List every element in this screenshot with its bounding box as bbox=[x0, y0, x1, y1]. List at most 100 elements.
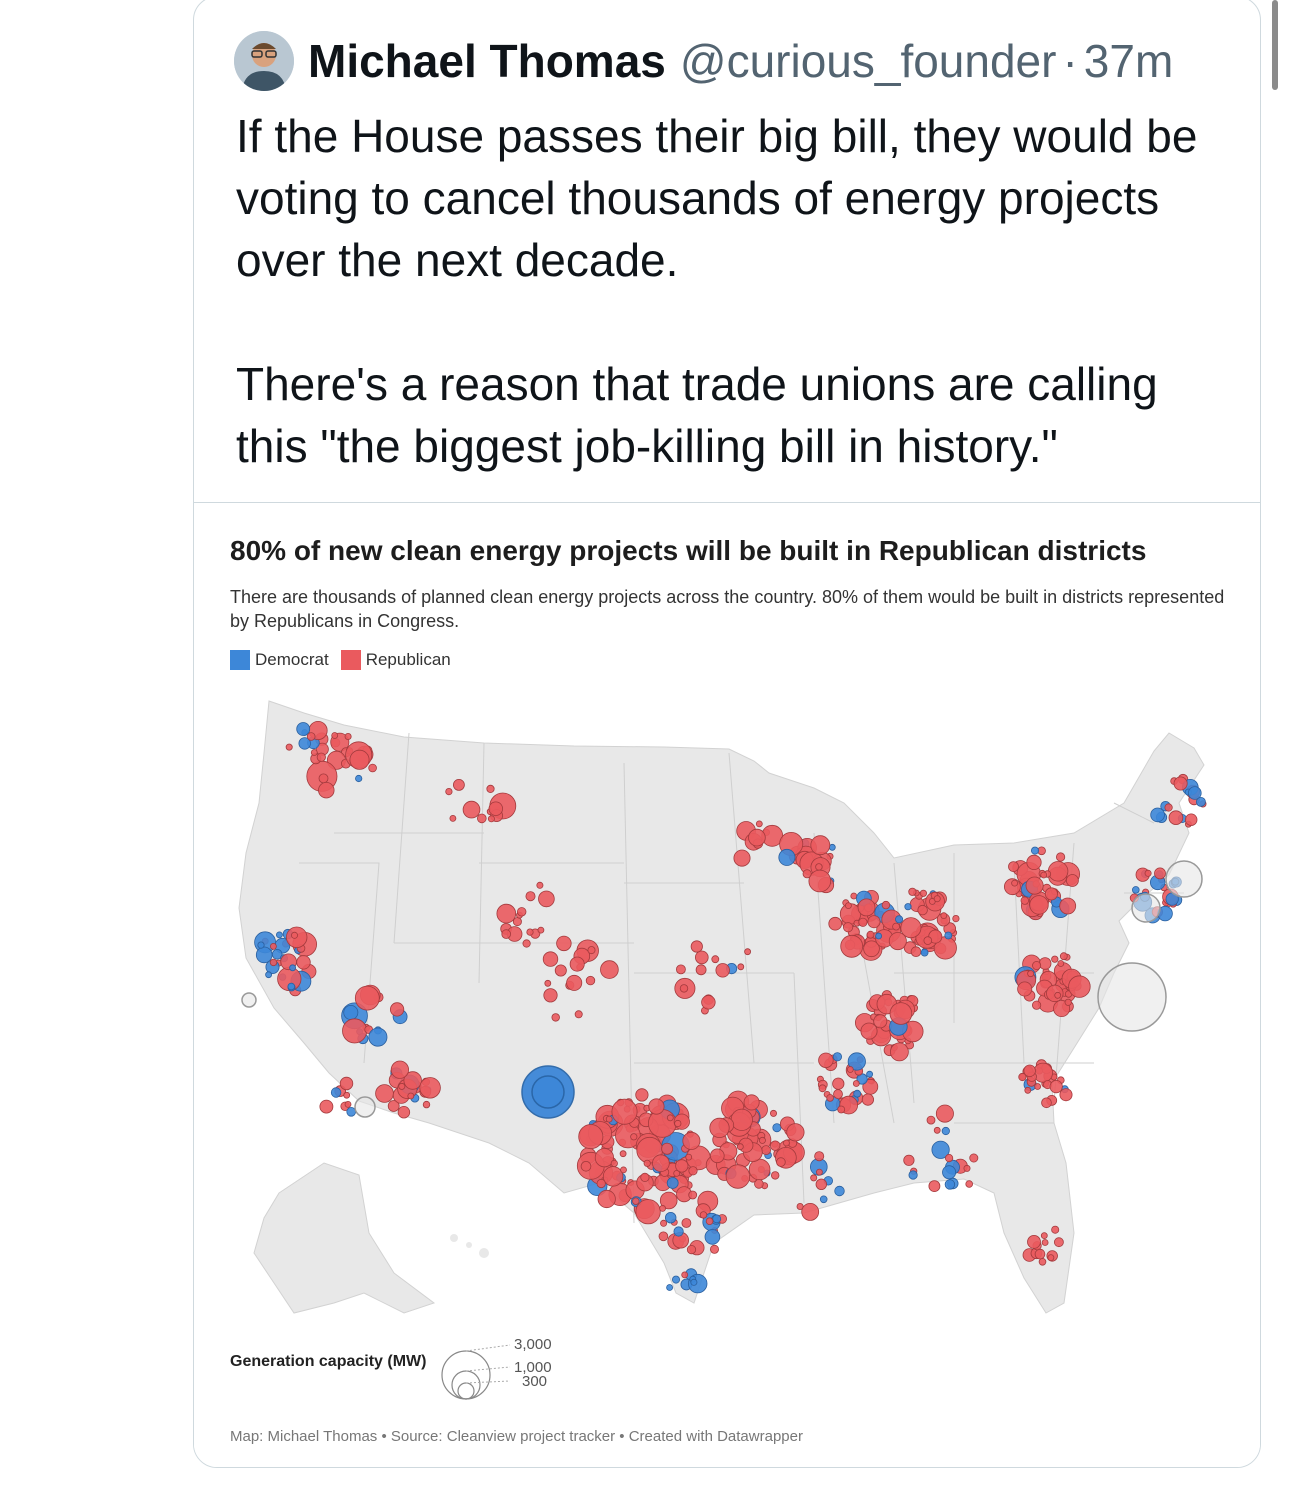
project-bubble-republican bbox=[840, 934, 864, 958]
project-bubble-republican bbox=[630, 1133, 638, 1141]
project-bubble-republican bbox=[935, 1104, 954, 1123]
project-bubble-republican bbox=[776, 1157, 786, 1167]
project-bubble-republican bbox=[587, 946, 596, 955]
size-legend: Generation capacity (MW) 3,000 1,000 300 bbox=[230, 1333, 630, 1403]
project-bubble-republican bbox=[445, 787, 453, 796]
project-bubble-democrat bbox=[296, 722, 311, 736]
project-bubble-republican bbox=[1027, 1235, 1041, 1249]
project-bubble-republican bbox=[661, 1142, 674, 1155]
project-bubble-republican bbox=[569, 956, 585, 972]
project-bubble-democrat bbox=[778, 848, 796, 866]
tweet-media-map[interactable]: 80% of new clean energy projects will be… bbox=[194, 502, 1260, 1467]
project-bubble-republican bbox=[730, 1108, 753, 1131]
size-legend-value-1000: 1,000 bbox=[514, 1359, 552, 1376]
project-bubble-republican bbox=[705, 1217, 714, 1225]
project-bubble-republican bbox=[737, 963, 745, 971]
project-bubbles bbox=[254, 720, 1207, 1294]
project-bubble-democrat bbox=[847, 1052, 866, 1071]
project-bubble-republican bbox=[543, 988, 558, 1003]
project-bubble-republican bbox=[1059, 952, 1068, 961]
project-bubble-democrat bbox=[828, 843, 836, 851]
project-bubble-republican bbox=[398, 1082, 406, 1090]
project-bubble-republican bbox=[1049, 1079, 1063, 1094]
avatar-image bbox=[234, 31, 294, 91]
window-scrollbar[interactable] bbox=[1272, 0, 1278, 90]
project-bubble-republican bbox=[710, 1244, 720, 1254]
project-bubble-democrat bbox=[276, 931, 283, 939]
project-bubble-democrat bbox=[690, 1278, 698, 1286]
project-bubble-republican bbox=[810, 1174, 818, 1182]
project-bubble-republican bbox=[566, 974, 583, 991]
project-bubble-republican bbox=[660, 1219, 668, 1227]
author-handle[interactable]: @curious_founder bbox=[679, 35, 1057, 87]
project-bubble-republican bbox=[525, 891, 536, 902]
project-bubble-republican bbox=[1031, 1000, 1042, 1010]
project-bubble-republican bbox=[1027, 970, 1035, 978]
project-bubble-democrat bbox=[772, 1123, 782, 1133]
project-bubble-democrat bbox=[834, 1185, 845, 1197]
project-bubble-republican bbox=[688, 1166, 698, 1176]
project-bubble-republican bbox=[1034, 1083, 1041, 1090]
project-bubble-republican bbox=[1173, 776, 1188, 791]
project-bubble-republican bbox=[748, 828, 766, 847]
project-bubble-republican bbox=[748, 1158, 771, 1181]
project-bubble-republican bbox=[449, 814, 457, 822]
tweet-text: If the House passes their big bill, they… bbox=[236, 105, 1236, 477]
project-bubble-republican bbox=[873, 1014, 888, 1029]
project-bubble-republican bbox=[1025, 876, 1044, 895]
project-bubble-republican bbox=[861, 1093, 875, 1106]
project-bubble-democrat bbox=[1187, 786, 1202, 800]
project-bubble-republican bbox=[647, 1109, 677, 1138]
project-bubble-republican bbox=[1066, 874, 1079, 887]
project-bubble-republican bbox=[892, 922, 900, 931]
project-bubble-republican bbox=[397, 1106, 411, 1119]
project-bubble-republican bbox=[1008, 861, 1019, 873]
project-bubble-democrat bbox=[944, 931, 953, 940]
project-bubble-republican bbox=[349, 749, 370, 770]
alaska-land bbox=[253, 1162, 436, 1314]
project-bubble-democrat bbox=[330, 1087, 342, 1098]
project-bubble-democrat bbox=[944, 1179, 956, 1190]
project-bubble-republican bbox=[643, 1159, 651, 1167]
project-bubble-republican bbox=[928, 1180, 941, 1192]
project-bubble-democrat bbox=[287, 982, 296, 991]
author-name[interactable]: Michael Thomas bbox=[308, 35, 666, 87]
project-bubble-democrat bbox=[832, 1052, 843, 1062]
project-bubble-republican bbox=[554, 964, 567, 977]
project-bubble-republican bbox=[1185, 813, 1198, 826]
avatar[interactable] bbox=[234, 31, 294, 91]
project-bubble-republican bbox=[845, 902, 852, 910]
project-bubble-republican bbox=[331, 732, 339, 739]
project-bubble-republican bbox=[810, 835, 831, 856]
project-bubble-republican bbox=[526, 928, 534, 936]
project-bubble-democrat bbox=[712, 1214, 722, 1224]
project-bubble-republican bbox=[390, 1002, 405, 1017]
project-bubble-republican bbox=[344, 732, 352, 740]
project-bubble-republican bbox=[652, 1154, 670, 1172]
project-bubble-republican bbox=[1026, 854, 1042, 870]
project-bubble-democrat bbox=[875, 932, 882, 940]
size-legend-label: Generation capacity (MW) bbox=[230, 1353, 427, 1370]
project-bubble-republican bbox=[536, 881, 544, 889]
project-bubble-republican bbox=[1041, 1239, 1049, 1246]
tweet-card[interactable]: Michael Thomas @curious_founder · 37m If… bbox=[193, 0, 1261, 1468]
project-bubble-republican bbox=[486, 784, 495, 793]
project-bubble-republican bbox=[1023, 1064, 1036, 1078]
project-bubble-republican bbox=[744, 948, 751, 956]
project-bubble-republican bbox=[368, 763, 377, 773]
project-bubble-republican bbox=[1018, 1072, 1027, 1082]
tweet-timestamp[interactable]: 37m bbox=[1083, 35, 1174, 87]
project-bubble-democrat bbox=[819, 1195, 828, 1204]
project-bubble-republican bbox=[1059, 1088, 1073, 1102]
project-bubble-democrat bbox=[895, 915, 904, 924]
project-bubble-republican bbox=[802, 869, 812, 879]
project-bubble-republican bbox=[1055, 852, 1066, 862]
project-bubble-republican bbox=[743, 1094, 760, 1111]
project-bubble-republican bbox=[1144, 869, 1152, 877]
project-bubble-democrat bbox=[265, 971, 272, 979]
project-bubble-republican bbox=[487, 815, 495, 823]
project-bubble-republican bbox=[1068, 975, 1091, 998]
project-bubble-republican bbox=[828, 916, 842, 931]
project-bubble-republican bbox=[888, 932, 907, 951]
project-bubble-republican bbox=[725, 1164, 751, 1189]
